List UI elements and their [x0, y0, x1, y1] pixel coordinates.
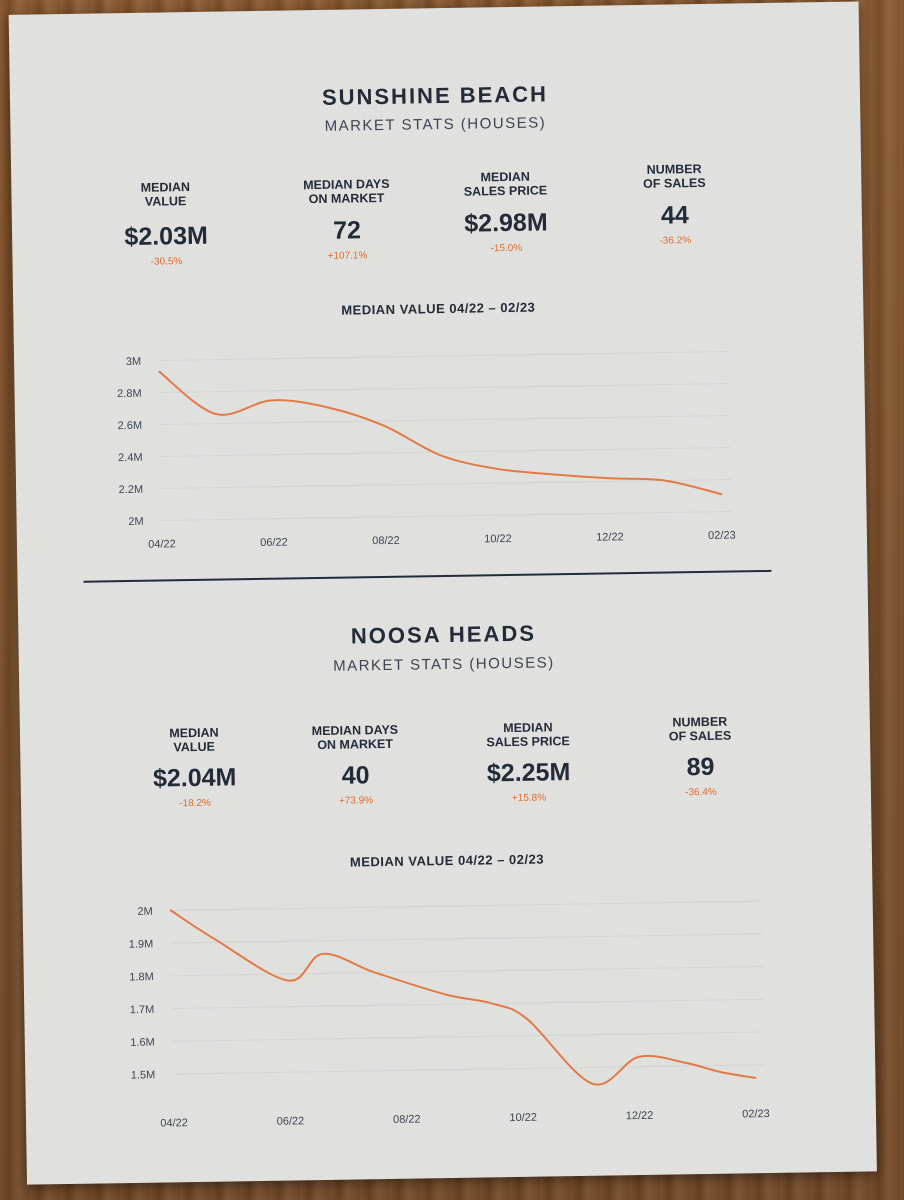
x-tick-label: 02/23: [742, 1108, 770, 1120]
stat-label: NUMBER OF SALES: [668, 714, 732, 744]
stat-median-sales-price: MEDIAN SALES PRICE $2.98M -15.0%: [425, 161, 586, 255]
suburb-title: NOOSA HEADS: [350, 620, 537, 649]
gridline: [160, 415, 731, 425]
stat-value: 40: [341, 761, 370, 790]
stat-label: MEDIAN VALUE: [169, 725, 219, 755]
stat-value: 89: [686, 752, 715, 782]
gridline: [172, 1031, 765, 1042]
stat-label: MEDIAN SALES PRICE: [463, 169, 548, 199]
y-tick-label: 2M: [137, 906, 152, 918]
y-tick-label: 2.4M: [118, 452, 143, 464]
x-tick-label: 04/22: [160, 1117, 188, 1129]
x-tick-label: 10/22: [509, 1112, 537, 1124]
gridline: [170, 900, 763, 911]
stat-median-days-on-market: MEDIAN DAYS ON MARKET 72 +107.1%: [266, 168, 427, 262]
stat-change: +107.1%: [327, 250, 368, 262]
stat-change: -18.2%: [179, 797, 211, 810]
stat-change: -30.5%: [150, 256, 183, 268]
y-tick-label: 2.8M: [117, 388, 142, 400]
stat-change: -36.4%: [685, 786, 717, 799]
stat-value: 72: [332, 216, 362, 245]
x-tick-label: 06/22: [277, 1115, 305, 1127]
stat-label: MEDIAN DAYS ON MARKET: [311, 722, 399, 753]
gridline: [171, 933, 764, 944]
y-tick-label: 3M: [126, 356, 141, 368]
x-tick-label: 02/23: [708, 529, 736, 541]
gridline: [172, 998, 765, 1010]
x-tick-label: 06/22: [260, 537, 288, 549]
gridline: [161, 479, 732, 489]
stat-label: NUMBER OF SALES: [642, 161, 706, 191]
section-divider: [83, 569, 772, 583]
y-tick-label: 1.8M: [129, 971, 154, 983]
suburb-section-sunshine-beach: SUNSHINE BEACH MARKET STATS (HOUSES) MED…: [9, 1, 859, 550]
x-tick-label: 04/22: [148, 538, 176, 550]
stat-value: $2.04M: [152, 763, 237, 793]
stat-change: +73.9%: [338, 795, 374, 807]
stat-median-sales-price: MEDIAN SALES PRICE $2.25M +15.8%: [448, 712, 609, 804]
stat-label: MEDIAN DAYS ON MARKET: [303, 176, 390, 207]
median-value-series-line: [158, 370, 723, 496]
market-stats-page: SUNSHINE BEACH MARKET STATS (HOUSES) MED…: [8, 1, 877, 1185]
y-tick-label: 1.7M: [130, 1004, 155, 1016]
x-tick-label: 08/22: [372, 535, 400, 547]
gridline: [161, 511, 732, 521]
y-tick-label: 2.6M: [118, 420, 143, 432]
suburb-title: SUNSHINE BEACH: [321, 81, 549, 110]
stat-label: MEDIAN VALUE: [140, 180, 191, 209]
stat-change: -15.0%: [490, 242, 523, 255]
x-tick-label: 12/22: [596, 531, 624, 543]
stat-number-of-sales: NUMBER OF SALES 44 -36.2%: [594, 153, 755, 247]
stat-value: 44: [660, 201, 689, 230]
x-tick-label: 10/22: [484, 533, 512, 545]
y-tick-label: 2M: [128, 516, 143, 528]
stat-value: $2.98M: [464, 208, 548, 238]
median-value-series-line: [169, 909, 757, 1086]
stat-label: MEDIAN SALES PRICE: [486, 720, 570, 750]
median-value-chart-sunshine-beach: 2M 2.2M 2.4M 2.6M 2.8M 3M 04/22 06/22 08/22 10/22…: [117, 351, 736, 551]
stat-median-value: MEDIAN VALUE $2.04M -18.2%: [114, 717, 275, 810]
x-tick-label: 12/22: [626, 1110, 654, 1122]
x-tick-label: 08/22: [393, 1113, 421, 1125]
gridline: [173, 1064, 766, 1075]
stat-change: +15.8%: [511, 792, 547, 805]
suburb-subtitle: MARKET STATS (HOUSES): [333, 654, 555, 675]
chart-title: MEDIAN VALUE 04/22 – 02/23: [349, 851, 545, 870]
stat-value: $2.03M: [124, 221, 209, 252]
chart-title: MEDIAN VALUE 04/22 – 02/23: [341, 299, 536, 318]
suburb-subtitle: MARKET STATS (HOUSES): [324, 114, 547, 135]
y-tick-label: 1.5M: [131, 1069, 156, 1081]
stat-number-of-sales: NUMBER OF SALES 89 -36.4%: [620, 706, 781, 799]
gridline: [160, 447, 731, 457]
stat-median-days-on-market: MEDIAN DAYS ON MARKET 40 +73.9%: [275, 714, 436, 807]
gridline: [159, 351, 730, 362]
stat-median-value: MEDIAN VALUE $2.03M -30.5%: [85, 171, 246, 268]
stat-value: $2.25M: [486, 758, 571, 788]
y-tick-label: 2.2M: [119, 484, 144, 496]
suburb-section-noosa-heads: NOOSA HEADS MARKET STATS (HOUSES) MEDIAN…: [17, 549, 867, 1130]
gridline: [159, 383, 730, 394]
stat-change: -36.2%: [659, 235, 692, 247]
y-tick-label: 1.6M: [130, 1037, 155, 1049]
y-tick-label: 1.9M: [129, 938, 154, 950]
median-value-chart-noosa-heads: 1.5M 1.6M 1.7M 1.8M 1.9M 2M 04/22 06/22 08/22 10/…: [129, 900, 770, 1130]
